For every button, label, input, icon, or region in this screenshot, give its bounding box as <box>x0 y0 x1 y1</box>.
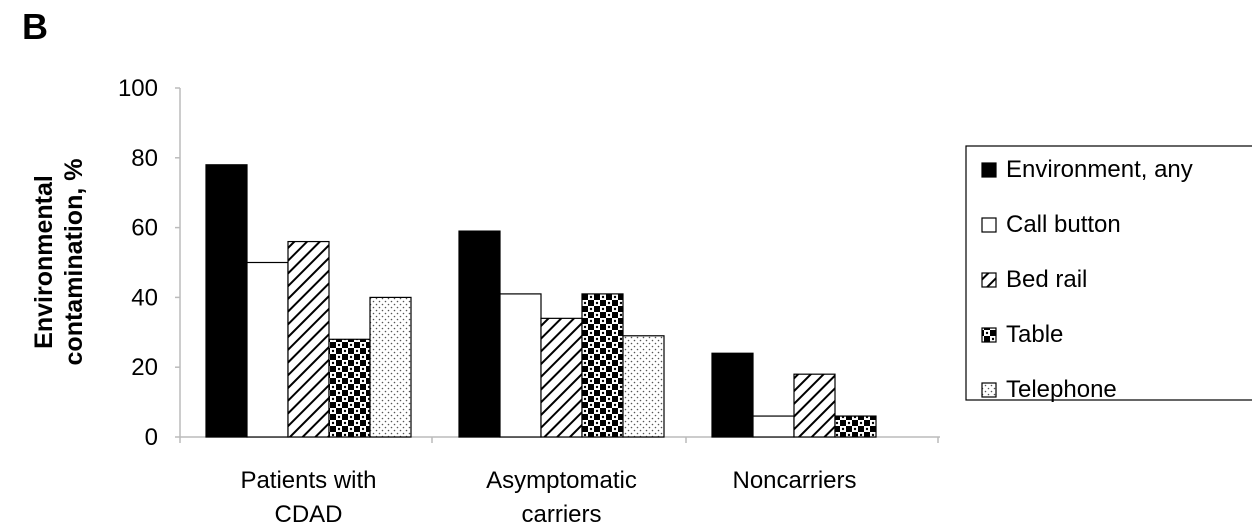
legend: Environment, any Call button Bed rail Table… <box>965 145 1252 403</box>
legend-swatch <box>981 217 997 233</box>
bar-environment-any-1 <box>458 230 501 438</box>
y-tick-label: 80 <box>131 145 158 172</box>
legend-label: Table <box>1006 321 1063 348</box>
y-tick-label: 20 <box>131 354 158 381</box>
bar-table-2 <box>834 415 877 438</box>
category-label-line: Asymptomatic <box>486 467 637 494</box>
legend-label: Call button <box>1006 211 1121 238</box>
bar-bed-rail-1 <box>540 317 583 438</box>
y-tick-label: 40 <box>131 284 158 311</box>
bar-call-button-2 <box>752 415 795 438</box>
y-tick-label: 100 <box>118 75 158 102</box>
bar-telephone-0 <box>369 296 412 438</box>
bar-bed-rail-2 <box>793 373 836 438</box>
category-label-line: CDAD <box>274 501 342 528</box>
bar-bed-rail-0 <box>287 240 330 438</box>
legend-swatch <box>981 272 997 288</box>
y-axis-title-line: Environmental <box>30 175 58 349</box>
bar-call-button-1 <box>499 293 542 438</box>
bar-environment-any-0 <box>205 164 248 438</box>
y-tick-label: 60 <box>131 215 158 242</box>
bar-call-button-0 <box>246 261 289 438</box>
category-label-line: carriers <box>521 501 601 528</box>
legend-box <box>965 145 1252 401</box>
labels: 0 20 40 60 80 100 Environmentalcontamination, … <box>30 75 857 528</box>
category-label: Noncarriers <box>732 467 856 494</box>
bar-telephone-1 <box>622 335 665 438</box>
category-label-line: Noncarriers <box>732 467 856 494</box>
legend-label: Environment, any <box>1006 156 1193 183</box>
legend-swatch <box>981 327 997 343</box>
legend-swatch <box>981 382 997 398</box>
bar-environment-any-2 <box>711 352 754 438</box>
y-axis-title: Environmentalcontamination, % <box>30 159 88 366</box>
y-tick-label: 0 <box>145 424 158 451</box>
legend-label: Telephone <box>1006 376 1117 403</box>
y-axis-title-line: contamination, % <box>60 159 88 366</box>
category-label-line: Patients with <box>240 467 376 494</box>
bar-table-0 <box>328 338 371 438</box>
bars <box>205 164 877 438</box>
category-label: Patients with CDAD <box>240 467 376 528</box>
bar-table-1 <box>581 293 624 438</box>
legend-label: Bed rail <box>1006 266 1087 293</box>
category-label: Asymptomatic carriers <box>486 467 637 528</box>
panel-label: B <box>22 6 48 47</box>
legend-swatch <box>981 162 997 178</box>
